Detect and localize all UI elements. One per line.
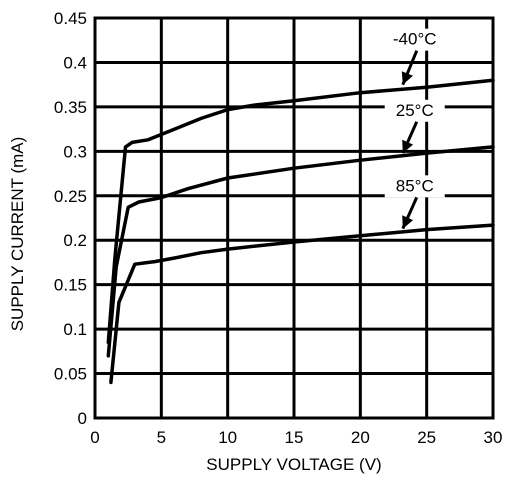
series-line xyxy=(106,145,495,358)
y-axis-label: SUPPLY CURRENT (mA) xyxy=(8,137,27,332)
y-tick-label: 0.4 xyxy=(63,53,87,72)
annotation-backing xyxy=(384,28,445,51)
series-line xyxy=(109,223,495,385)
x-tick-label: 10 xyxy=(218,428,237,447)
annotation-label: -40°C xyxy=(393,30,437,49)
plot-frame xyxy=(93,16,495,420)
axes: 0 5 10 15 20 25 30 0 0.05 0.1 0.15 0.2 0.25 0.3 0.35 0.… xyxy=(54,9,503,447)
x-tick-label: 15 xyxy=(285,428,304,447)
series-group xyxy=(106,78,495,385)
annotation-label: 85°C xyxy=(396,176,434,195)
annotation-label: 25°C xyxy=(396,101,434,120)
y-tick-label: 0.1 xyxy=(63,320,87,339)
annotation-backing xyxy=(384,175,445,198)
y-tick-label: 0.3 xyxy=(63,142,87,161)
annotation-arrowhead xyxy=(402,215,414,229)
y-tick-label: 0.45 xyxy=(54,9,87,28)
series-line xyxy=(106,78,495,345)
annotation-backing xyxy=(384,99,445,122)
annotations: -40°C 25°C 85°C xyxy=(384,28,445,230)
y-tick-label: 0.25 xyxy=(54,187,87,206)
x-tick-label: 25 xyxy=(417,428,436,447)
x-tick-label: 20 xyxy=(351,428,370,447)
grid xyxy=(95,18,493,418)
x-axis-label: SUPPLY VOLTAGE (V) xyxy=(206,455,381,474)
y-tick-label: 0.05 xyxy=(54,365,87,384)
x-tick-label: 30 xyxy=(484,428,503,447)
y-tick-label: 0.15 xyxy=(54,276,87,295)
x-tick-label: 5 xyxy=(157,428,166,447)
x-tick-label: 0 xyxy=(90,428,99,447)
y-tick-label: 0.35 xyxy=(54,98,87,117)
y-tick-label: 0.2 xyxy=(63,231,87,250)
annotation-arrowhead xyxy=(402,139,414,154)
annotation-arrowhead xyxy=(401,71,413,85)
y-tick-label: 0 xyxy=(78,409,87,428)
